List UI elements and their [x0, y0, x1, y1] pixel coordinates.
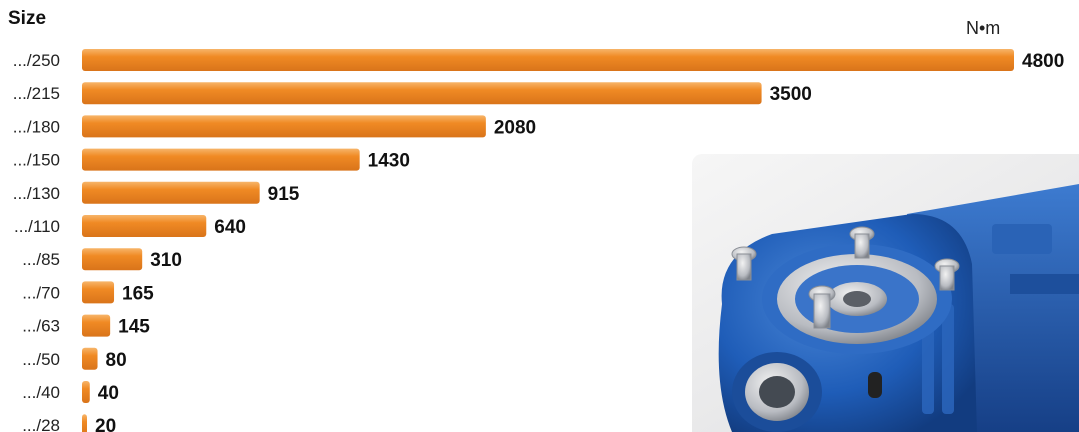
torque-value-label: 3500 — [770, 84, 812, 105]
torque-value-label: 165 — [122, 283, 154, 304]
size-label: .../40 — [22, 383, 60, 402]
torque-value-label: 145 — [118, 317, 150, 338]
size-label: .../50 — [22, 350, 60, 369]
gearbox-illustration — [718, 184, 1079, 432]
torque-bar — [82, 381, 90, 403]
axis-title-size: Size — [8, 8, 47, 29]
torque-bar — [82, 49, 1014, 71]
torque-bar — [82, 281, 115, 304]
torque-value-label: 1430 — [368, 151, 410, 172]
torque-bar — [82, 248, 143, 271]
torque-value-label: 20 — [95, 416, 116, 432]
torque-value-label: 310 — [150, 250, 182, 271]
torque-bar — [82, 115, 486, 138]
size-label: .../250 — [13, 51, 60, 70]
size-label: .../63 — [22, 317, 60, 336]
unit-label: N•m — [966, 18, 1001, 38]
torque-value-label: 2080 — [494, 117, 536, 138]
gearbox-product-photo — [692, 154, 1079, 432]
size-label: .../180 — [13, 117, 60, 136]
torque-bar — [82, 181, 260, 204]
torque-value-label: 640 — [214, 217, 246, 238]
torque-bar — [82, 148, 360, 171]
torque-value-label: 40 — [98, 383, 119, 404]
torque-bar — [82, 347, 98, 370]
torque-bar — [82, 314, 111, 337]
torque-bar — [82, 215, 207, 237]
torque-bar — [82, 82, 762, 105]
size-label: .../110 — [14, 217, 60, 236]
torque-value-label: 80 — [106, 350, 127, 371]
size-label: .../70 — [22, 283, 60, 302]
size-label: .../150 — [13, 151, 60, 170]
torque-value-label: 915 — [268, 184, 300, 205]
size-label: .../85 — [22, 250, 60, 269]
torque-bar — [82, 414, 87, 432]
torque-value-label: 4800 — [1022, 51, 1064, 72]
size-label: .../28 — [22, 416, 60, 432]
size-label: .../215 — [13, 84, 60, 103]
size-label: .../130 — [13, 184, 60, 203]
